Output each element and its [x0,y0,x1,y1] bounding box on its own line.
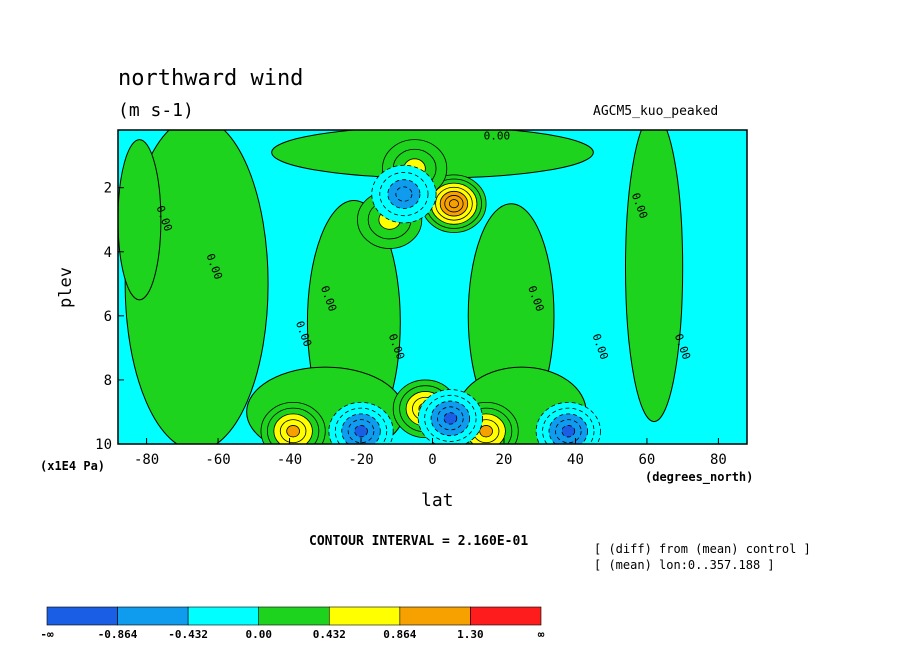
colorbar: -∞ -0.864 -0.432 0.00 0.432 0.864 1.30 ∞ [40,606,545,641]
y-tick-label: 2 [104,181,112,197]
extremum-contour [354,425,368,438]
extremum-contour [443,412,458,425]
colorbar-label: 0.432 [313,628,346,641]
colorbar-label: -0.432 [168,628,208,641]
colorbar-swatch [470,606,542,626]
colorbar-label: -0.864 [98,628,138,641]
colorbar-swatch [328,606,401,626]
colorbar-swatch [187,606,260,626]
x-tick-label: -40 [277,452,302,468]
x-tick-label: 40 [567,452,584,468]
x-axis-units: (degrees_north) [645,470,754,484]
y-tick-label: 10 [95,437,112,453]
x-axis-ticks: -80 -60 -40 -20 0 20 40 60 80 [134,438,727,468]
y-tick-label: 8 [104,373,112,389]
colorbar-label: 1.30 [457,628,484,641]
mean-note: [ (mean) lon:0..357.188 ] [594,558,775,572]
extremum-contour [286,425,300,438]
extremum-contour [395,186,413,202]
y-tick-label: 6 [104,309,112,325]
x-axis-label: lat [421,490,454,511]
x-tick-label: 80 [710,452,727,468]
y-axis-ticks: 2 4 6 8 10 [95,181,124,453]
y-axis-units: (x1E4 Pa) [40,459,106,473]
y-tick-label: 4 [104,245,112,261]
colorbar-label: -∞ [40,628,54,641]
colorbar-swatch [399,606,471,626]
contour-interval-label: CONTOUR INTERVAL = 2.160E-01 [309,534,529,549]
colorbar-label: 0.864 [383,628,416,641]
contour-field [118,130,747,444]
colorbar-swatch [258,606,330,626]
positive-region [118,139,162,301]
x-tick-label: 60 [639,452,656,468]
colorbar-swatch [46,606,118,626]
chart-title: northward wind [118,66,304,91]
positive-region [624,130,684,423]
colorbar-label: 0.00 [245,628,272,641]
extremum-contour [479,425,493,438]
extremum-contour [448,199,459,209]
diff-note: [ (diff) from (mean) control ] [594,542,811,556]
x-tick-label: -60 [205,452,230,468]
colorbar-swatch [117,606,189,626]
x-tick-label: -80 [134,452,159,468]
x-tick-label: 0 [428,452,436,468]
extremum-contour [561,425,576,438]
x-tick-label: -20 [348,452,373,468]
x-tick-label: 20 [496,452,513,468]
zero-contour-label: 0.00 [484,130,511,143]
run-label: AGCM5_kuo_peaked [593,104,719,119]
chart-units: (m s-1) [118,100,194,121]
colorbar-label: ∞ [538,628,545,641]
